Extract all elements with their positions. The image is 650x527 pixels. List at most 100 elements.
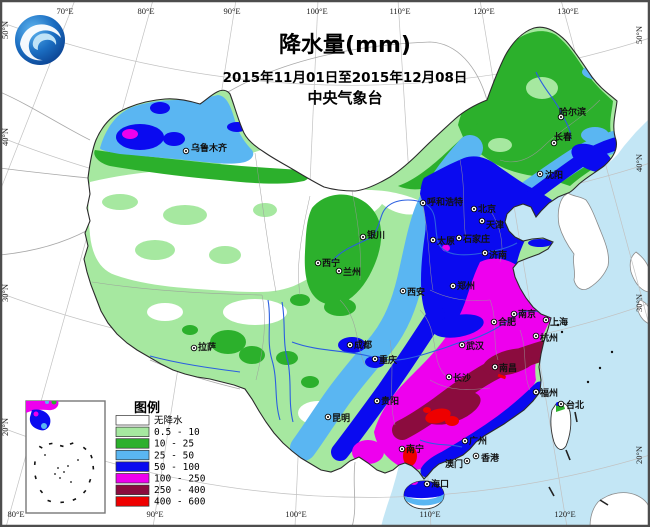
axis-label-bottom: 90°E — [146, 509, 163, 519]
legend-label: 100 - 250 — [154, 474, 206, 485]
city-marker-dot — [494, 366, 496, 368]
axis-label-top: 100°E — [306, 6, 327, 16]
city-label: 成都 — [354, 339, 372, 351]
pearl-river — [419, 439, 463, 448]
city: 太原 — [429, 235, 455, 247]
legend-swatch — [115, 496, 150, 507]
city: 长沙 — [445, 372, 471, 384]
legend-label: 400 - 600 — [154, 497, 206, 508]
zone-light-green-patches — [102, 194, 277, 264]
japan-island — [629, 251, 650, 293]
city-label: 兰州 — [343, 266, 361, 278]
city-marker-dot — [349, 344, 351, 346]
city-marker-dot — [535, 391, 537, 393]
city-marker-dot — [461, 344, 463, 346]
city: 天津 — [478, 217, 504, 231]
legend-swatch — [115, 438, 150, 449]
city-label: 武汉 — [466, 340, 485, 352]
japan-island-2 — [636, 299, 650, 325]
axis-label-right: 20°N — [634, 446, 644, 464]
south-china-sea-inset — [25, 400, 106, 514]
legend-swatch — [115, 426, 150, 437]
city-label: 银川 — [367, 229, 385, 241]
city-marker-dot — [513, 313, 515, 315]
city-label: 广州 — [469, 435, 487, 447]
legend-label: 250 - 400 — [154, 485, 206, 496]
legend-swatch — [115, 473, 150, 484]
city-label: 乌鲁木齐 — [191, 142, 228, 154]
legend-swatch — [115, 461, 150, 472]
city-marker-dot — [535, 335, 537, 337]
city-label: 台北 — [566, 399, 584, 411]
city-label: 南宁 — [406, 443, 424, 455]
nine-dash-line — [548, 411, 609, 506]
city-marker-dot — [426, 483, 428, 485]
city-marker-dot — [553, 142, 555, 144]
city-marker-dot — [402, 290, 404, 292]
legend-title: 图例 — [134, 400, 160, 416]
city-marker-dot — [193, 347, 195, 349]
city: 南京 — [510, 308, 536, 320]
city-marker-dot — [338, 270, 340, 272]
city: 福州 — [532, 387, 558, 399]
city-label: 香港 — [480, 452, 500, 464]
city-label: 西安 — [407, 286, 425, 298]
city: 呼和浩特 — [419, 196, 463, 208]
china-border — [83, 26, 618, 480]
legend-swatch — [115, 415, 150, 426]
city-marker-dot — [493, 321, 495, 323]
city-marker-dot — [452, 285, 454, 287]
city: 南宁 — [398, 443, 424, 455]
korea-peninsula — [557, 192, 609, 290]
city-label: 长沙 — [453, 372, 471, 384]
city: 郑州 — [449, 280, 475, 292]
city: 武汉 — [458, 340, 485, 352]
city: 重庆 — [371, 354, 397, 366]
city: 上海 — [542, 316, 568, 328]
city-label: 南昌 — [499, 362, 517, 374]
city-marker-dot — [560, 116, 562, 118]
axis-label-top: 130°E — [557, 6, 578, 16]
agency-logo — [15, 15, 65, 65]
river-sw-2 — [281, 301, 294, 423]
city: 乌鲁木齐 — [182, 142, 228, 155]
axis-label-bottom: 80°E — [7, 509, 24, 519]
city-marker-dot — [466, 460, 468, 462]
yarlung-river — [149, 355, 241, 373]
city: 拉萨 — [190, 341, 216, 353]
small-islands — [556, 323, 614, 384]
city-label: 澳门 — [445, 458, 463, 470]
foreign-land — [557, 192, 650, 527]
city-marker-dot — [327, 416, 329, 418]
axis-label-top: 80°E — [137, 6, 154, 16]
city-marker-dot — [481, 220, 483, 222]
city-label: 海口 — [431, 478, 449, 490]
city-marker-dot — [458, 237, 460, 239]
city: 西安 — [399, 286, 425, 298]
city: 杭州 — [532, 332, 558, 344]
axis-label-left: 40°N — [0, 128, 10, 146]
city: 哈尔滨 — [557, 106, 586, 121]
legend-label: 50 - 100 — [154, 462, 200, 473]
city: 香港 — [472, 452, 500, 464]
city: 西宁 — [314, 257, 340, 269]
city-label: 呼和浩特 — [427, 196, 463, 208]
legend-label: 无降水 — [154, 415, 183, 427]
map-header: 降水量(mm) 2015年11月01日至2015年12月08日 中央气象台 — [223, 33, 468, 107]
city: 合肥 — [490, 316, 516, 328]
axis-label-left: 20°N — [0, 418, 10, 436]
city-label: 重庆 — [379, 354, 397, 366]
city-label: 南京 — [518, 308, 536, 320]
city-label: 杭州 — [540, 332, 558, 344]
city-marker-dot — [545, 319, 547, 321]
city-label: 西宁 — [322, 257, 340, 269]
axis-label-left: 50°N — [0, 21, 10, 39]
city: 银川 — [359, 229, 385, 241]
legend-label: 10 - 25 — [154, 439, 194, 450]
city: 贵阳 — [373, 395, 399, 407]
river-sw-1 — [267, 299, 281, 421]
inset-island-dots — [33, 442, 95, 504]
map-agency: 中央气象台 — [307, 89, 382, 107]
